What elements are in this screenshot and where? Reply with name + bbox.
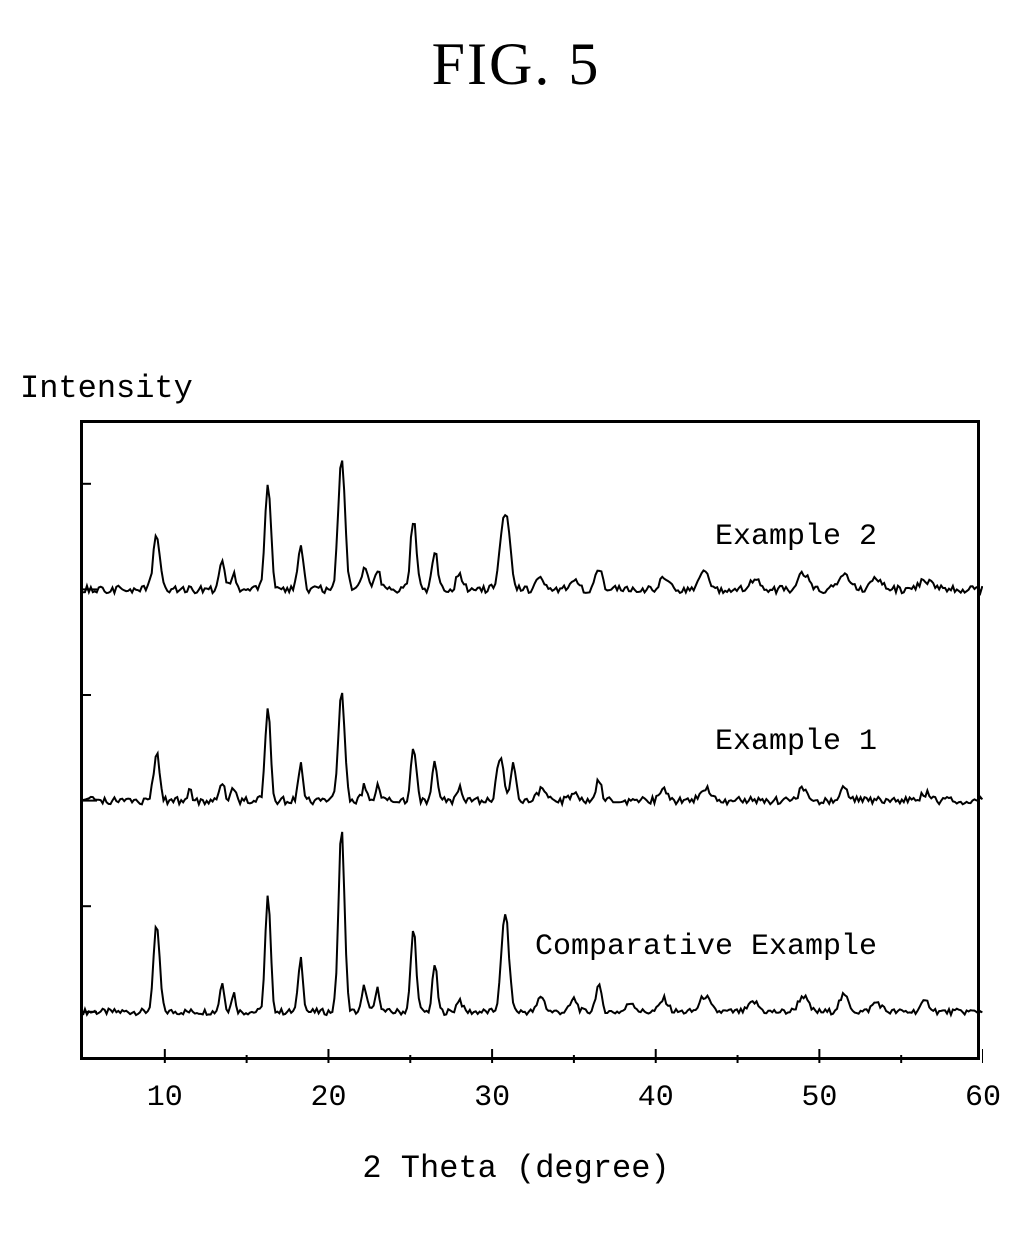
- xrd-trace: [83, 832, 982, 1015]
- x-tick-label: 40: [626, 1081, 686, 1115]
- x-axis-label: 2 Theta (degree): [0, 1150, 1032, 1187]
- x-tick-label: 60: [953, 1081, 1013, 1115]
- series-label: Example 1: [715, 725, 877, 759]
- series-label: Example 2: [715, 520, 877, 554]
- x-tick-label: 10: [135, 1081, 195, 1115]
- x-tick-label: 30: [462, 1081, 522, 1115]
- y-axis-label: Intensity: [20, 370, 193, 407]
- figure-title: FIG. 5: [0, 30, 1032, 99]
- series-label: Comparative Example: [535, 930, 877, 964]
- x-tick-label: 50: [789, 1081, 849, 1115]
- x-tick-label: 20: [298, 1081, 358, 1115]
- page: { "figure_title": "FIG. 5", "title_fonts…: [0, 0, 1032, 1252]
- plot-area: 102030405060Comparative ExampleExample 1…: [80, 420, 980, 1060]
